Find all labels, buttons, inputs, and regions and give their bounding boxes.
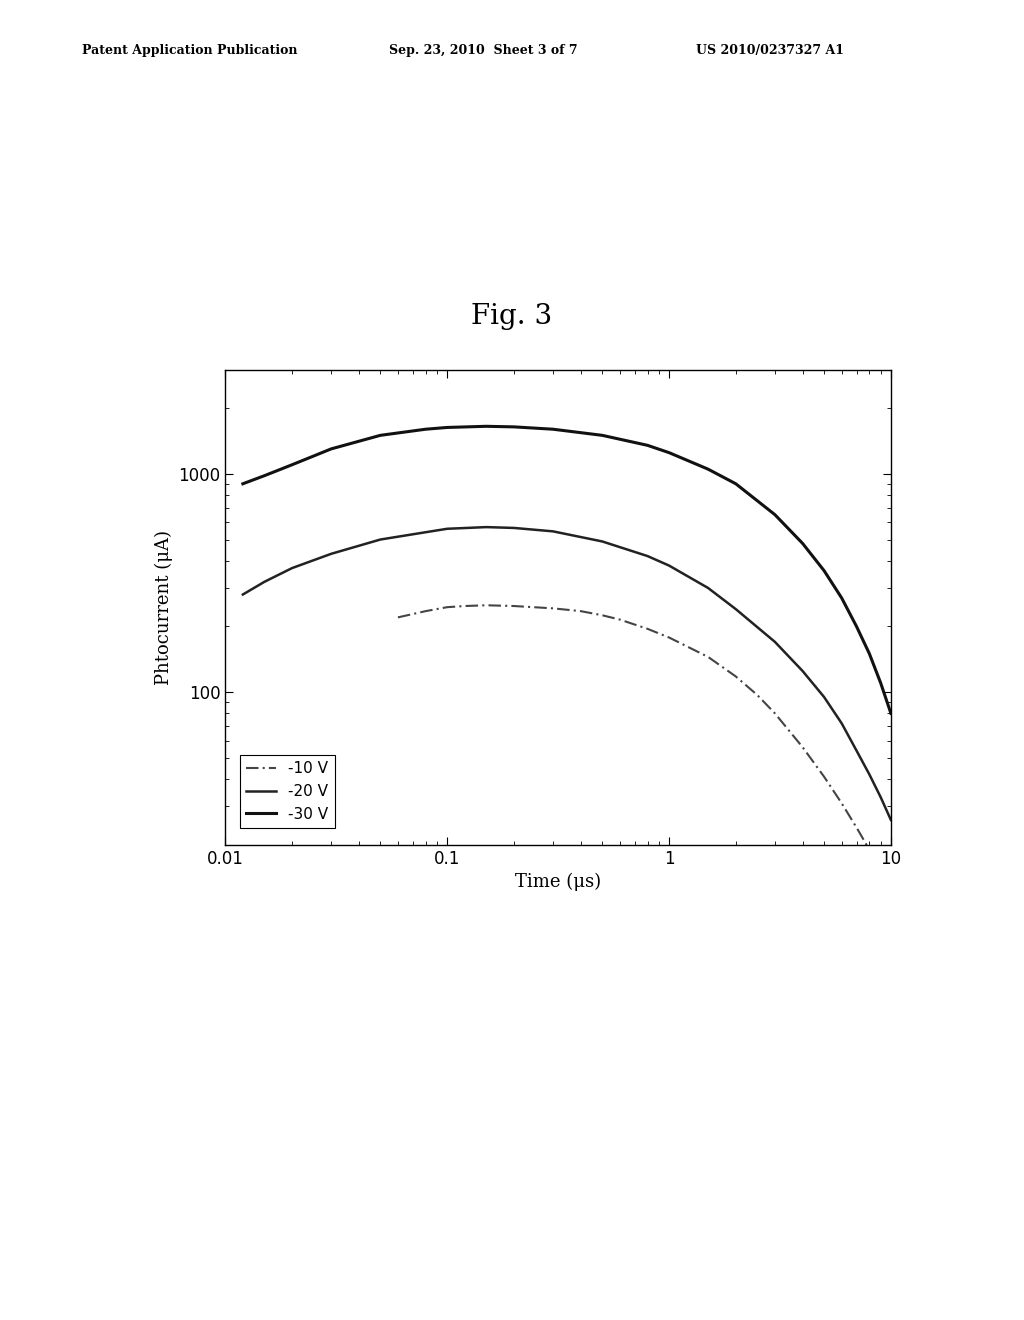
X-axis label: Time (μs): Time (μs) xyxy=(515,874,601,891)
Line: -30 V: -30 V xyxy=(243,426,891,713)
-10 V xyxy=(392,610,404,626)
-10 V xyxy=(818,768,830,784)
-30 V xyxy=(797,536,809,552)
-30 V xyxy=(874,676,887,692)
-30 V xyxy=(508,418,520,434)
Text: US 2010/0237327 A1: US 2010/0237327 A1 xyxy=(696,44,845,57)
-10 V xyxy=(863,842,876,858)
-10 V xyxy=(441,599,454,615)
-20 V xyxy=(885,812,897,828)
-20 V xyxy=(508,520,520,536)
-20 V xyxy=(730,601,742,616)
Legend: -10 V, -20 V, -30 V: -10 V, -20 V, -30 V xyxy=(240,755,335,828)
-20 V xyxy=(836,715,848,731)
-30 V xyxy=(818,562,830,578)
-10 V xyxy=(885,886,897,902)
-30 V xyxy=(836,590,848,606)
-10 V xyxy=(508,598,520,614)
-10 V xyxy=(874,865,887,880)
-20 V xyxy=(769,634,781,649)
-10 V xyxy=(480,598,493,614)
Text: Sep. 23, 2010  Sheet 3 of 7: Sep. 23, 2010 Sheet 3 of 7 xyxy=(389,44,578,57)
Line: -10 V: -10 V xyxy=(398,606,891,894)
-20 V xyxy=(818,689,830,705)
-10 V xyxy=(752,688,764,704)
-30 V xyxy=(325,441,337,457)
-20 V xyxy=(641,548,653,564)
-20 V xyxy=(663,557,675,573)
-20 V xyxy=(286,560,298,576)
-20 V xyxy=(850,743,862,759)
-10 V xyxy=(769,705,781,721)
-30 V xyxy=(420,421,432,437)
-30 V xyxy=(547,421,559,437)
Y-axis label: Phtocurrent (μA): Phtocurrent (μA) xyxy=(155,529,173,685)
-20 V xyxy=(420,524,432,540)
-20 V xyxy=(596,533,608,549)
-30 V xyxy=(663,445,675,461)
-30 V xyxy=(258,467,270,483)
-20 V xyxy=(325,546,337,562)
-30 V xyxy=(730,477,742,492)
-10 V xyxy=(850,820,862,836)
-10 V xyxy=(641,620,653,636)
-30 V xyxy=(769,507,781,523)
-20 V xyxy=(480,519,493,535)
Text: Patent Application Publication: Patent Application Publication xyxy=(82,44,297,57)
-10 V xyxy=(547,601,559,616)
-20 V xyxy=(874,789,887,805)
-30 V xyxy=(885,705,897,721)
-20 V xyxy=(547,524,559,540)
-10 V xyxy=(730,668,742,684)
-10 V xyxy=(701,649,714,665)
-10 V xyxy=(420,603,432,619)
-10 V xyxy=(613,611,626,627)
-10 V xyxy=(836,796,848,812)
-20 V xyxy=(237,586,249,602)
-20 V xyxy=(863,767,876,783)
-10 V xyxy=(596,607,608,623)
-10 V xyxy=(797,739,809,755)
-30 V xyxy=(641,437,653,453)
-30 V xyxy=(286,457,298,473)
-20 V xyxy=(441,521,454,537)
Text: Fig. 3: Fig. 3 xyxy=(471,304,553,330)
-30 V xyxy=(441,420,454,436)
-10 V xyxy=(663,630,675,645)
-20 V xyxy=(374,532,386,548)
-10 V xyxy=(459,598,471,614)
-30 V xyxy=(374,428,386,444)
-30 V xyxy=(850,619,862,635)
-30 V xyxy=(863,645,876,661)
-30 V xyxy=(480,418,493,434)
-30 V xyxy=(237,477,249,492)
-20 V xyxy=(797,663,809,678)
-10 V xyxy=(574,603,587,619)
-20 V xyxy=(258,574,270,590)
-20 V xyxy=(701,579,714,595)
-30 V xyxy=(596,428,608,444)
Line: -20 V: -20 V xyxy=(243,527,891,820)
-30 V xyxy=(701,461,714,477)
